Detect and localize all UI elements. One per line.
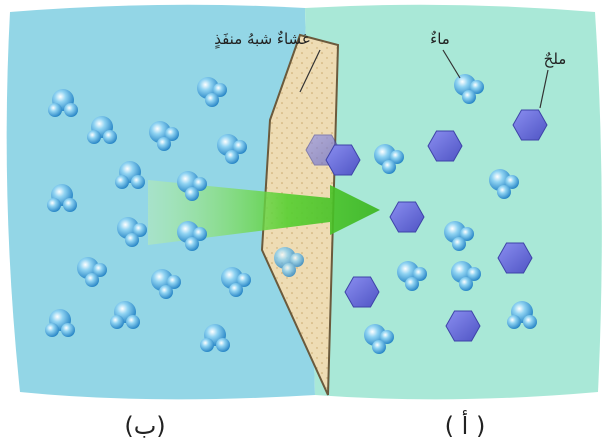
- side-a-label: ( أ ): [445, 410, 486, 440]
- salt-label: ملحٌ: [544, 50, 567, 68]
- right-solution-region: [305, 4, 602, 400]
- side-b-label: (ب): [124, 412, 165, 440]
- water-label: ماءٌ: [430, 30, 450, 48]
- salt-leader-line: [539, 69, 549, 109]
- water-leader-line: [442, 49, 461, 79]
- membrane-label: غشاءٌ شبهُ منفَذٍ: [214, 30, 310, 49]
- flow-arrow-icon: [148, 180, 380, 245]
- membrane-leader-line: [299, 49, 321, 93]
